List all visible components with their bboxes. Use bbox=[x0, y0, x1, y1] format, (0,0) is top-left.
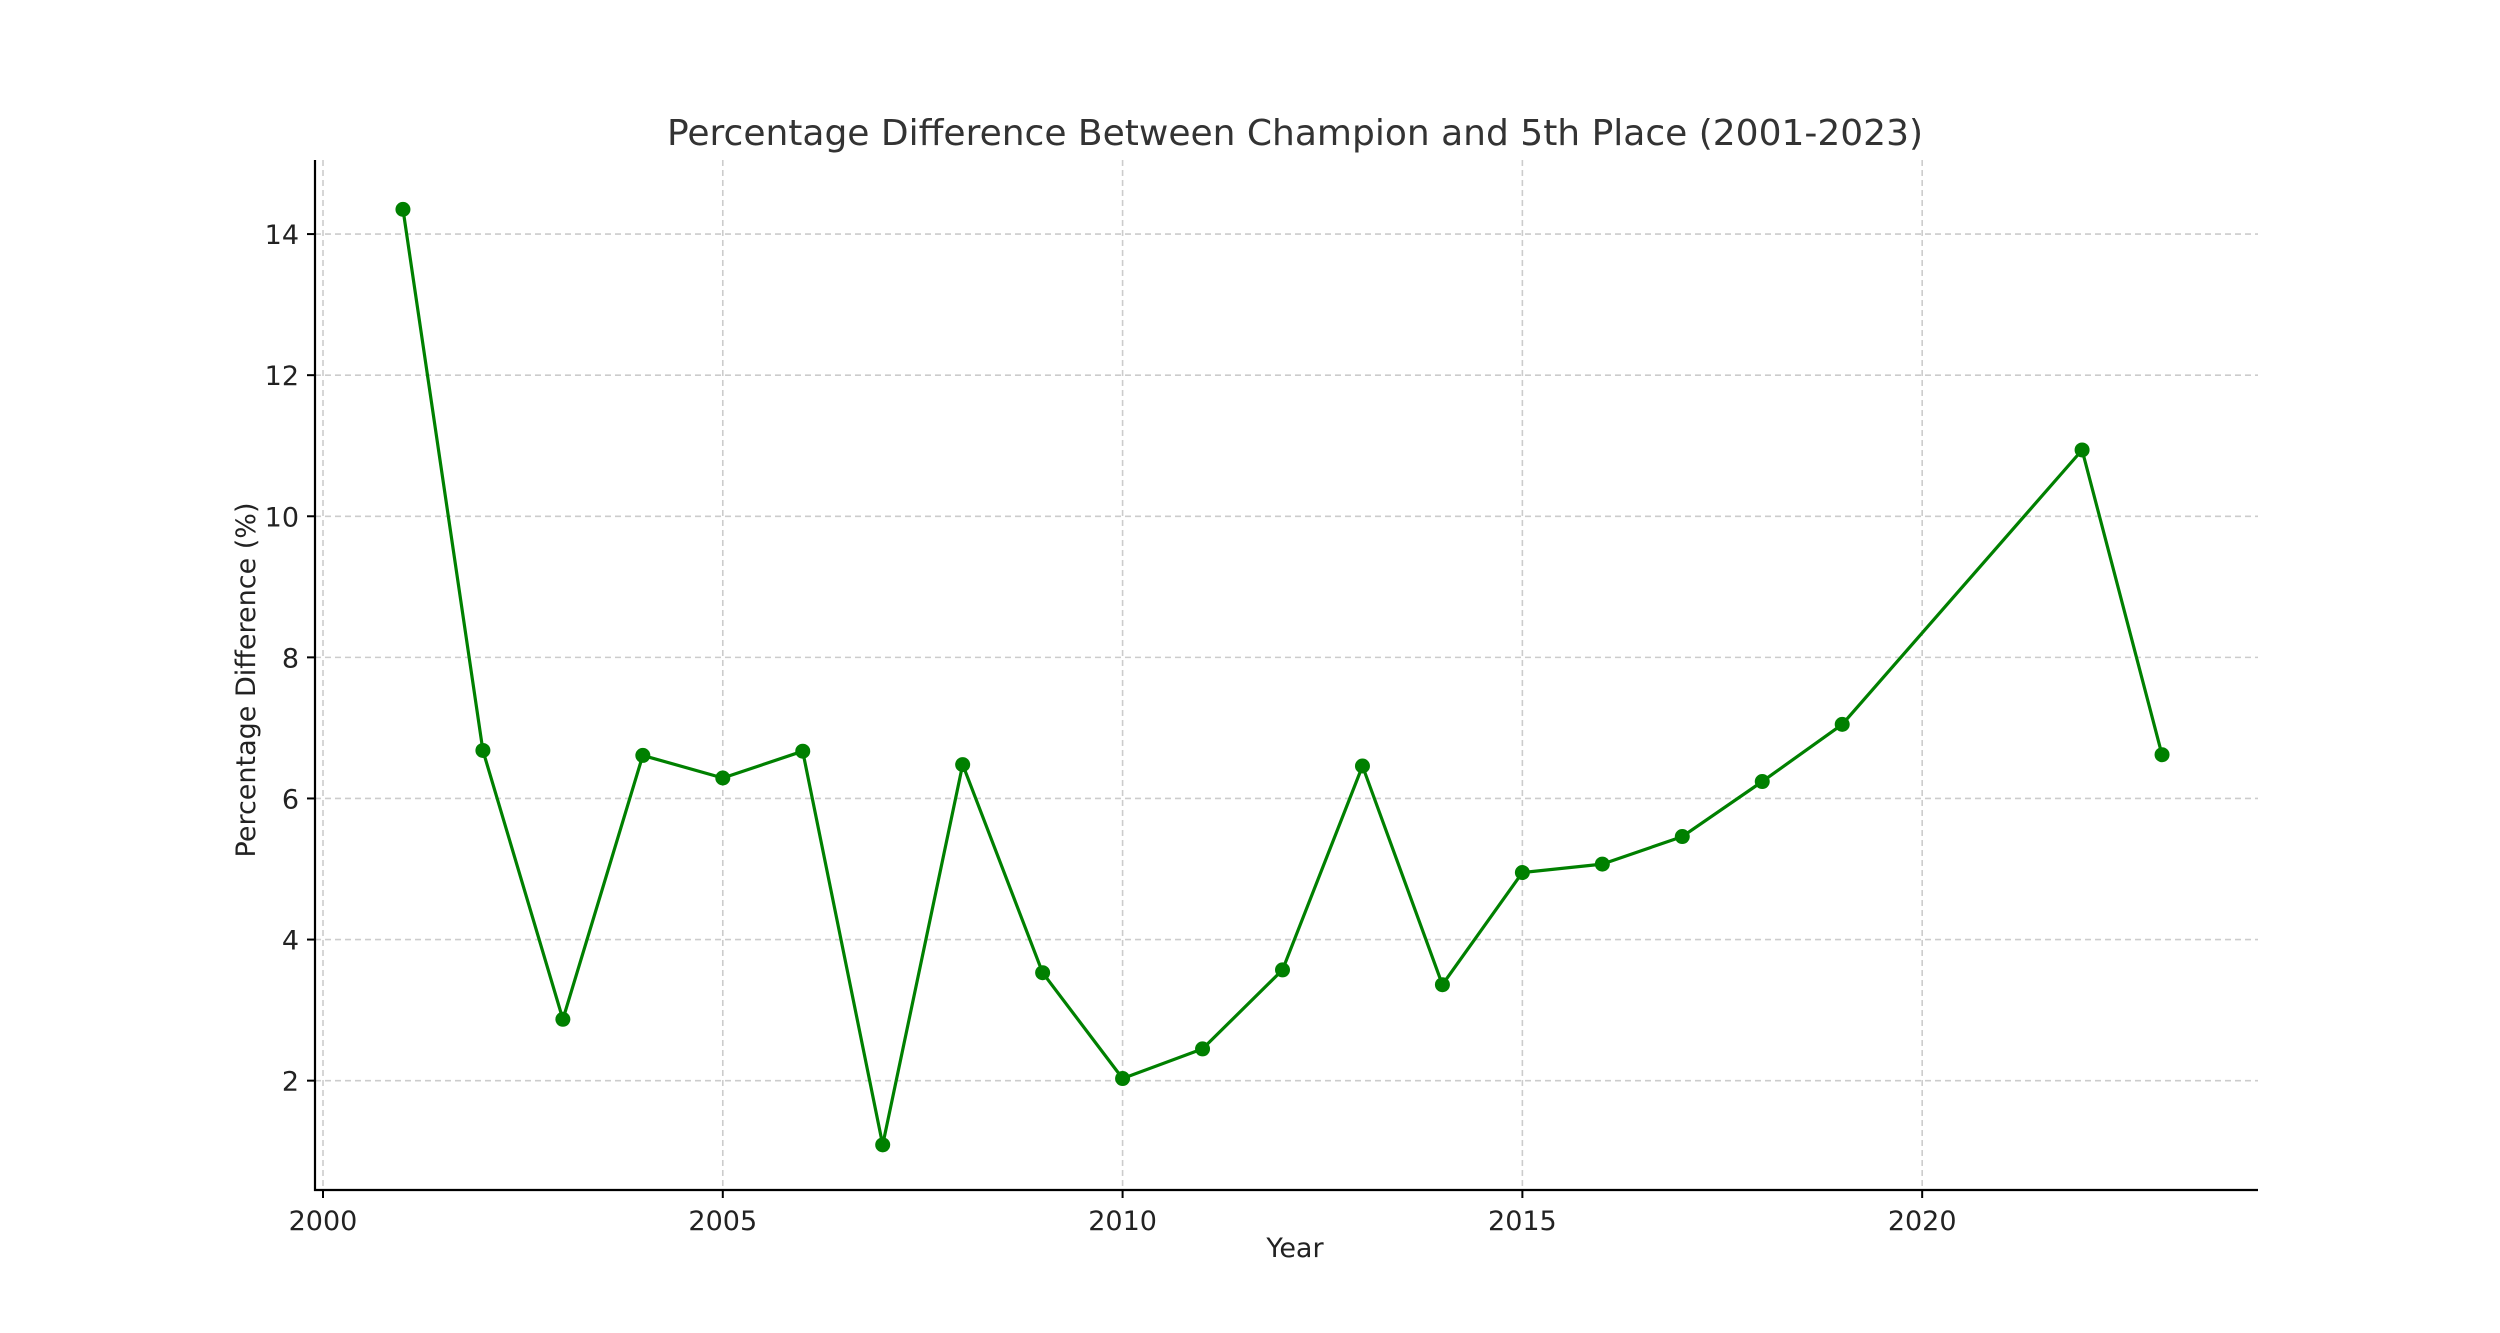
series-layer bbox=[395, 201, 2170, 1153]
x-tick-label-2015: 2015 bbox=[1488, 1206, 1557, 1237]
y-tick-label-2: 2 bbox=[282, 1067, 299, 1098]
y-tick-label-14: 14 bbox=[265, 220, 299, 251]
grid-layer bbox=[315, 160, 2258, 1190]
x-tick-label-2000: 2000 bbox=[289, 1206, 358, 1237]
x-tick-label-2010: 2010 bbox=[1088, 1206, 1157, 1237]
data-point-2019 bbox=[1834, 716, 1850, 732]
data-point-2015 bbox=[1514, 865, 1530, 881]
data-point-2001 bbox=[395, 201, 411, 217]
data-point-2006 bbox=[795, 743, 811, 759]
data-point-2022 bbox=[2074, 442, 2090, 458]
data-point-2013 bbox=[1354, 758, 1370, 774]
x-tick-label-2005: 2005 bbox=[688, 1206, 757, 1237]
data-point-2008 bbox=[955, 757, 971, 773]
y-tick-label-8: 8 bbox=[282, 643, 299, 674]
data-point-2009 bbox=[1035, 965, 1051, 981]
data-point-2007 bbox=[875, 1137, 891, 1153]
data-point-2011 bbox=[1195, 1041, 1211, 1057]
data-point-2004 bbox=[635, 747, 651, 763]
data-point-2023 bbox=[2154, 747, 2170, 763]
data-point-2003 bbox=[555, 1011, 571, 1027]
data-point-2018 bbox=[1754, 774, 1770, 790]
y-tick-label-4: 4 bbox=[282, 926, 299, 957]
x-axis-label: Year bbox=[1265, 1233, 1324, 1264]
y-axis-label: Percentage Difference (%) bbox=[231, 503, 262, 858]
data-point-2017 bbox=[1674, 829, 1690, 845]
data-point-2014 bbox=[1434, 977, 1450, 993]
data-point-2005 bbox=[715, 770, 731, 786]
chart-title: Percentage Difference Between Champion a… bbox=[667, 113, 1923, 154]
y-tick-label-12: 12 bbox=[265, 361, 299, 392]
data-point-2016 bbox=[1594, 856, 1610, 872]
y-tick-label-10: 10 bbox=[265, 502, 299, 533]
series-line-0 bbox=[401, 209, 2164, 1147]
data-point-2002 bbox=[475, 742, 491, 758]
x-tick-label-2020: 2020 bbox=[1888, 1206, 1957, 1237]
axes-layer: 2000 2005 2010 2015 2020 2 4 6 8 10 12 14 bbox=[265, 160, 2258, 1237]
data-point-2010 bbox=[1115, 1071, 1131, 1087]
y-tick-label-6: 6 bbox=[282, 784, 299, 815]
data-point-2012 bbox=[1275, 962, 1291, 978]
